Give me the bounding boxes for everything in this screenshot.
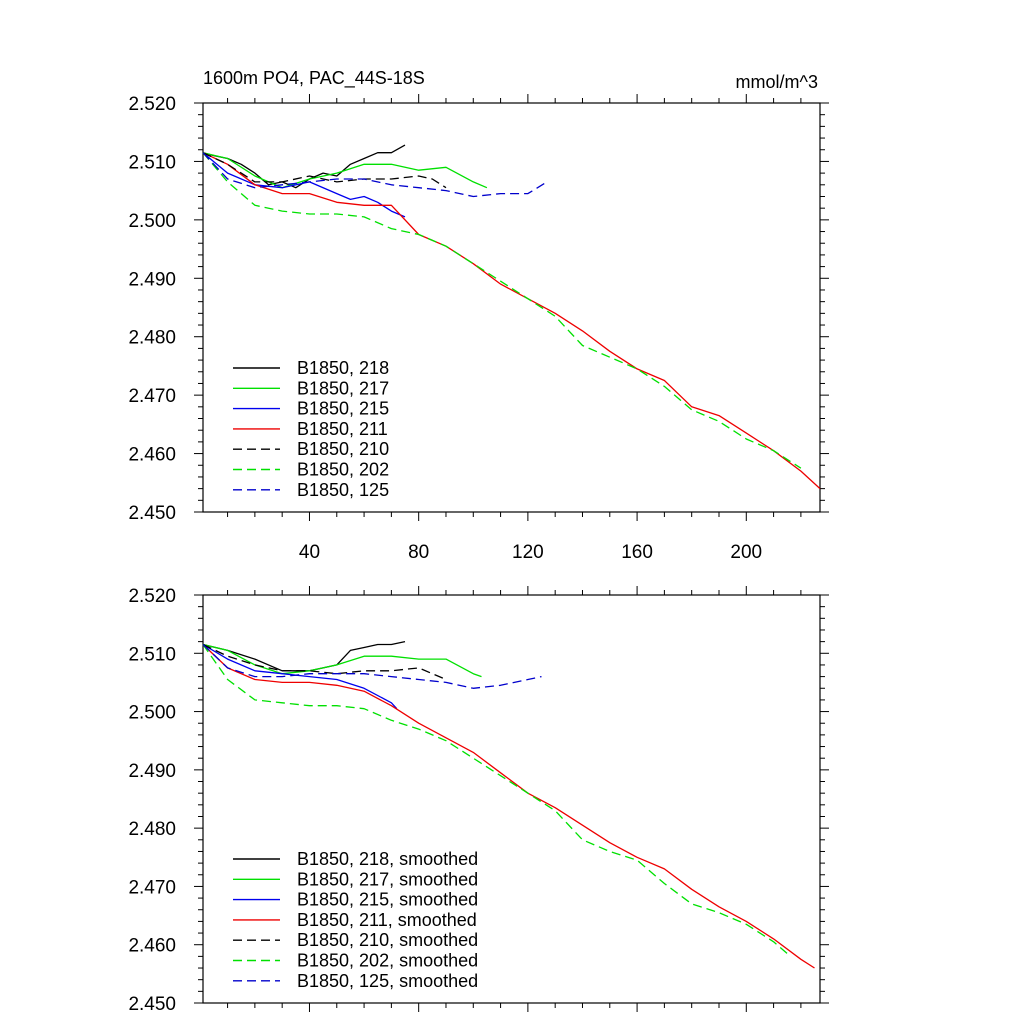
y-tick-label: 2.470	[128, 877, 176, 898]
legend-label: B1850, 125, smoothed	[297, 971, 478, 991]
series-line	[202, 644, 788, 954]
units-label: mmol/m^3	[736, 72, 818, 92]
x-tick-label: 120	[512, 542, 544, 563]
top-panel: 2.520 2.510 2.500 2.490 2.480 2.470 2.460 2.450…	[128, 94, 829, 563]
x-tick-label: 200	[730, 542, 762, 563]
y-tick-label: 2.470	[128, 386, 176, 407]
legend-label: B1850, 218	[297, 358, 389, 378]
y-tick-label: 2.450	[128, 503, 176, 524]
plot-frame	[202, 102, 821, 513]
legend-label: B1850, 215	[297, 399, 389, 419]
bottom-panel: 2.520 2.510 2.500 2.490 2.480 2.470 2.460 2.450…	[128, 586, 829, 1015]
series-line	[202, 643, 482, 678]
legend-label: B1850, 211	[297, 419, 388, 439]
y-tick-label: 2.510	[128, 152, 176, 173]
y-tick-label: 2.490	[128, 761, 176, 782]
legend-label: B1850, 202	[297, 460, 389, 480]
y-tick-label: 2.500	[128, 703, 176, 724]
series-line	[202, 644, 542, 689]
y-tick-label: 2.510	[128, 644, 176, 665]
legend-label: B1850, 125	[297, 480, 389, 500]
legend-label: B1850, 211, smoothed	[297, 910, 477, 930]
legend-label: B1850, 217	[297, 378, 389, 398]
legend-label: B1850, 218, smoothed	[297, 849, 478, 869]
series-line	[202, 152, 447, 189]
y-tick-label: 2.520	[128, 94, 176, 115]
legend-label: B1850, 215, smoothed	[297, 890, 478, 910]
y-tick-label: 2.450	[128, 994, 176, 1015]
series-line	[202, 152, 548, 198]
figure-title: 1600m PO4, PAC_44S-18S	[203, 68, 425, 89]
series-line	[202, 152, 488, 189]
x-tick-label: 80	[408, 542, 429, 563]
y-tick-label: 2.500	[128, 211, 176, 232]
series-line	[202, 152, 802, 469]
series-line	[202, 643, 398, 710]
series-line	[202, 152, 821, 490]
legend-label: B1850, 210	[297, 439, 389, 459]
y-tick-label: 2.490	[128, 269, 176, 290]
axis-ticks	[194, 586, 829, 1012]
axis-ticks	[194, 94, 829, 521]
y-tick-label: 2.480	[128, 328, 176, 349]
x-tick-label: 160	[621, 542, 653, 563]
legend-label: B1850, 217, smoothed	[297, 869, 478, 889]
legend-label: B1850, 202, smoothed	[297, 951, 478, 971]
series-line	[202, 644, 815, 969]
x-tick-label: 40	[299, 542, 320, 563]
legend-label: B1850, 210, smoothed	[297, 930, 478, 950]
y-tick-label: 2.460	[128, 445, 176, 466]
y-tick-label: 2.460	[128, 936, 176, 957]
plot-frame	[202, 594, 821, 1004]
y-tick-label: 2.480	[128, 819, 176, 840]
y-tick-label: 2.520	[128, 586, 176, 607]
